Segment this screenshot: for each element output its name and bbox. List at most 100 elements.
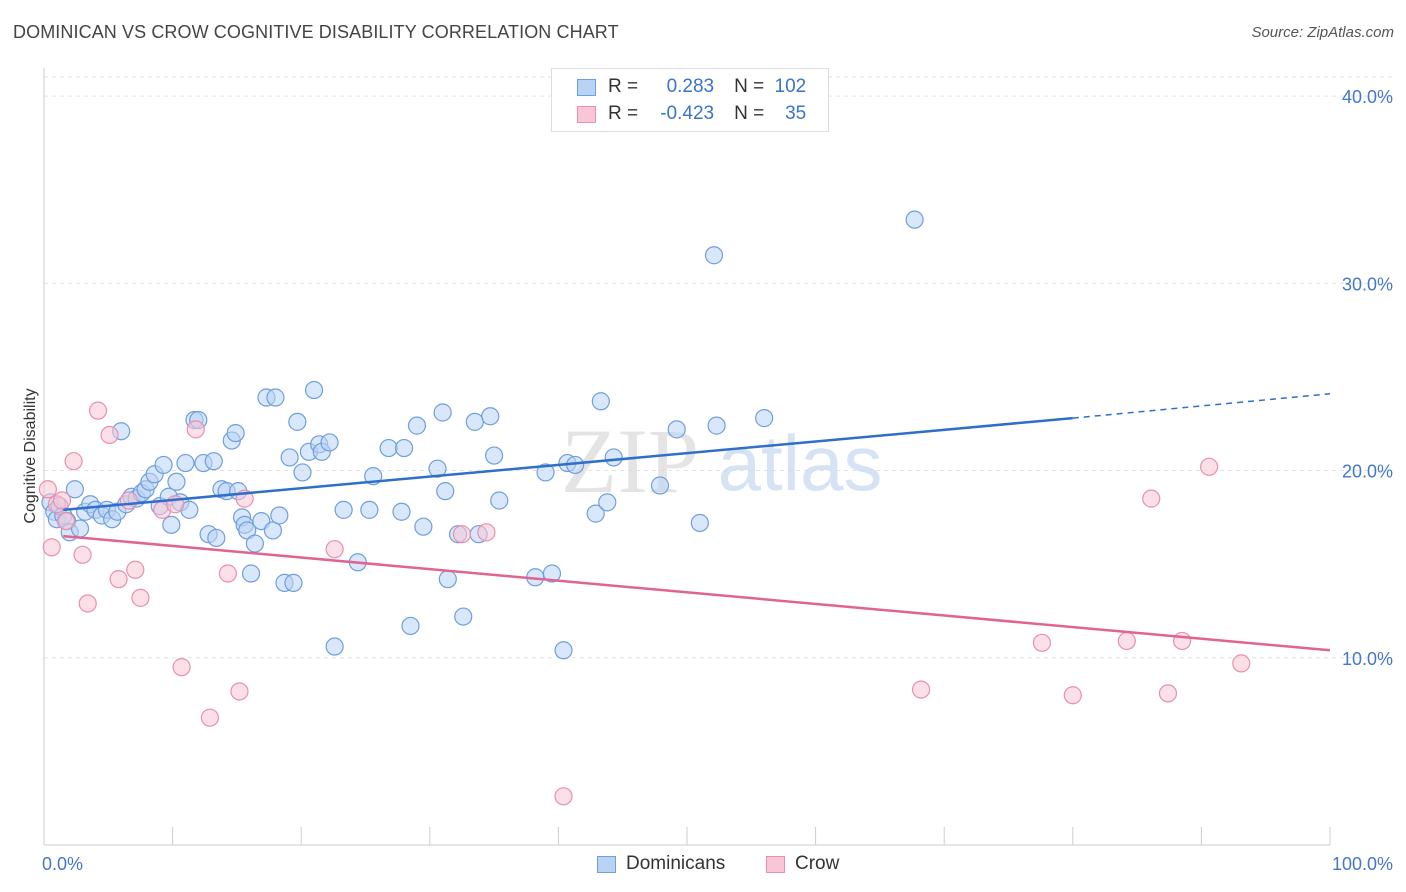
crow-point xyxy=(64,452,83,471)
crow-point xyxy=(186,420,205,439)
watermark: ZIP atlas xyxy=(561,410,882,512)
dominicans-point xyxy=(176,453,195,473)
dominicans-point xyxy=(586,504,605,523)
dominicans-point xyxy=(320,433,339,452)
dominicans-point xyxy=(204,452,223,471)
legend-row-crow: R = -0.423 N = 35 xyxy=(577,102,806,126)
dominicans-point xyxy=(392,502,411,521)
legend-row-dominicans: R = 0.283 N = 102 xyxy=(577,75,806,99)
dominicans-point xyxy=(465,412,484,431)
legend-item-dominicans: Dominicans xyxy=(597,853,725,875)
dominicans-point xyxy=(707,416,726,435)
dominicans-point xyxy=(436,482,455,501)
dominicans-point xyxy=(755,409,774,428)
dominicans-point xyxy=(288,412,307,431)
dominicans-point xyxy=(438,570,457,589)
crow-point xyxy=(554,787,573,806)
legend-label-crow: Crow xyxy=(795,853,840,874)
crow-point xyxy=(131,588,150,607)
legend-swatch-dominicans xyxy=(597,855,616,873)
dominicans-point xyxy=(394,438,414,458)
crow-point xyxy=(1158,684,1178,703)
dominicans-point xyxy=(542,564,562,583)
crow-point xyxy=(78,594,97,613)
dominicans-point xyxy=(226,423,245,443)
crow-point xyxy=(1200,457,1219,476)
crow-point xyxy=(1032,633,1052,652)
crow-point xyxy=(477,523,496,542)
dominicans-point xyxy=(481,407,500,426)
dominicans-trend-line xyxy=(63,416,1073,512)
tick-labels: 10.0% 20.0% 30.0% 40.0% 0.0% 100.0% xyxy=(42,87,1393,874)
dominicans-point xyxy=(667,420,686,439)
crow-point xyxy=(109,570,128,589)
dominicans-point xyxy=(650,476,670,495)
dominicans-point xyxy=(270,506,289,525)
dominicans-point xyxy=(591,392,610,411)
trend-lines xyxy=(63,393,1331,652)
legend-swatch-crow xyxy=(577,105,596,123)
source-label: Source: ZipAtlas.com xyxy=(1251,24,1394,41)
dominicans-point xyxy=(554,641,573,660)
dominicans-trend-extension xyxy=(1072,393,1331,419)
crow-point xyxy=(1063,686,1082,705)
legend-r-value: 0.283 xyxy=(666,76,715,97)
legend-r-label: R = xyxy=(608,76,639,97)
crow-point xyxy=(452,525,472,544)
crow-point xyxy=(911,680,931,699)
dominicans-point xyxy=(704,246,724,265)
crow-point xyxy=(230,682,249,701)
crow-point xyxy=(42,538,61,557)
data-points xyxy=(38,210,1251,806)
dominicans-point xyxy=(905,210,924,229)
dominicans-point xyxy=(454,607,473,626)
series-legend: Dominicans Crow xyxy=(0,853,1406,877)
dominicans-point xyxy=(433,403,452,422)
dominicans-point xyxy=(293,463,312,482)
dominicans-point xyxy=(414,517,433,536)
crow-point xyxy=(1142,489,1161,508)
axes xyxy=(43,68,1331,846)
dominicans-point xyxy=(490,491,509,510)
legend-n-label: N = xyxy=(734,76,765,97)
dominicans-point xyxy=(304,380,324,400)
y-tick-label: 10.0% xyxy=(1342,649,1393,669)
dominicans-point xyxy=(280,448,299,467)
dominicans-point xyxy=(536,463,555,482)
y-tick-label: 30.0% xyxy=(1342,274,1393,294)
stats-legend: R = 0.283 N = 102 R = -0.423 N = 35 xyxy=(551,68,829,132)
legend-n-label: N = xyxy=(734,103,765,124)
crow-point xyxy=(1173,631,1192,651)
dominicans-point xyxy=(154,455,173,475)
crow-point xyxy=(1117,631,1136,651)
dominicans-point xyxy=(604,448,623,467)
crow-point xyxy=(200,708,219,727)
dominicans-point xyxy=(167,472,186,491)
crow-point xyxy=(38,480,57,499)
crow-point xyxy=(172,658,191,677)
dominicans-point xyxy=(245,534,265,553)
dominicans-point xyxy=(162,515,181,534)
dominicans-point xyxy=(263,521,283,540)
crow-point xyxy=(73,545,92,564)
crow-point xyxy=(100,425,119,445)
dominicans-point xyxy=(690,513,709,533)
x-tick-label: 100.0% xyxy=(1332,854,1393,874)
dominicans-point xyxy=(334,500,353,519)
dominicans-point xyxy=(325,637,344,656)
dominicans-point xyxy=(379,438,398,458)
crow-point xyxy=(325,540,344,559)
dominicans-point xyxy=(407,416,427,435)
legend-swatch-dominicans xyxy=(577,78,596,96)
crow-point xyxy=(56,511,75,531)
dominicans-point xyxy=(401,616,420,636)
dominicans-point xyxy=(207,528,226,548)
legend-n-value: 102 xyxy=(774,76,807,97)
crow-point xyxy=(1232,654,1251,673)
y-tick-label: 20.0% xyxy=(1342,462,1393,482)
legend-swatch-crow xyxy=(766,855,785,873)
legend-r-value: -0.423 xyxy=(660,103,715,124)
chart-title: DOMINICAN VS CROW COGNITIVE DISABILITY C… xyxy=(13,22,619,42)
dominicans-point xyxy=(284,573,303,592)
